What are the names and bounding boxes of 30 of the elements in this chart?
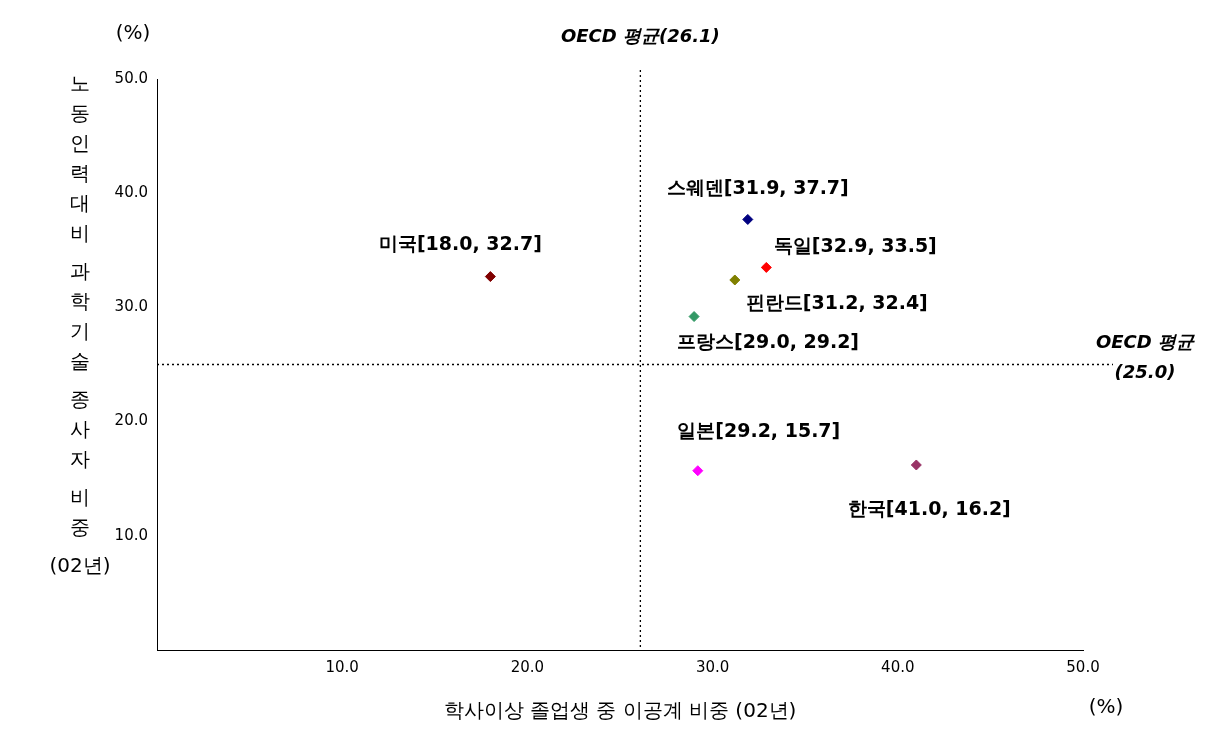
- text: 노동인력대비 과학기술 종사자 비중 (02년): [49, 71, 111, 578]
- data-label: 스웨덴[31.9, 37.7]: [666, 176, 849, 199]
- data-label: 미국[18.0, 32.7]: [378, 231, 542, 254]
- text: (%): [1088, 694, 1124, 719]
- data-label: 독일[32.9, 33.5]: [773, 234, 937, 257]
- data-label: 프랑스[29.0, 29.2]: [677, 330, 860, 353]
- point: [910, 459, 922, 471]
- data-label: 한국[41.0, 16.2]: [847, 496, 1011, 519]
- y-tick-label: 30.0: [114, 297, 148, 316]
- ref-line-label: OECD 평균(26.1): [560, 24, 720, 46]
- y-tick-label: 50.0: [114, 68, 148, 87]
- x-tick-label: 10.0: [325, 657, 359, 676]
- ref-line-label: OECD 평균 (25.0): [1095, 331, 1196, 383]
- x-tick-label: 40.0: [881, 657, 915, 676]
- y-tick-label: 10.0: [114, 525, 148, 544]
- data-label: 핀란드[31.2, 32.4]: [745, 290, 928, 313]
- y-tick-label: 20.0: [114, 411, 148, 430]
- x-tick-label: 50.0: [1066, 657, 1100, 676]
- point: [484, 271, 496, 283]
- x-tick-label: 20.0: [510, 657, 545, 676]
- x-axis-title: 학사이상 졸업생 중 이공계 비중 (02년): [443, 698, 797, 723]
- point: [729, 274, 741, 286]
- point: [760, 261, 772, 273]
- point: [688, 311, 700, 323]
- data-label: 일본[29.2, 15.7]: [677, 418, 841, 441]
- y-tick-label: 40.0: [114, 183, 148, 202]
- point: [742, 213, 754, 225]
- point: [692, 465, 704, 477]
- x-tick-label: 30.0: [695, 657, 730, 676]
- text: (%): [115, 20, 151, 45]
